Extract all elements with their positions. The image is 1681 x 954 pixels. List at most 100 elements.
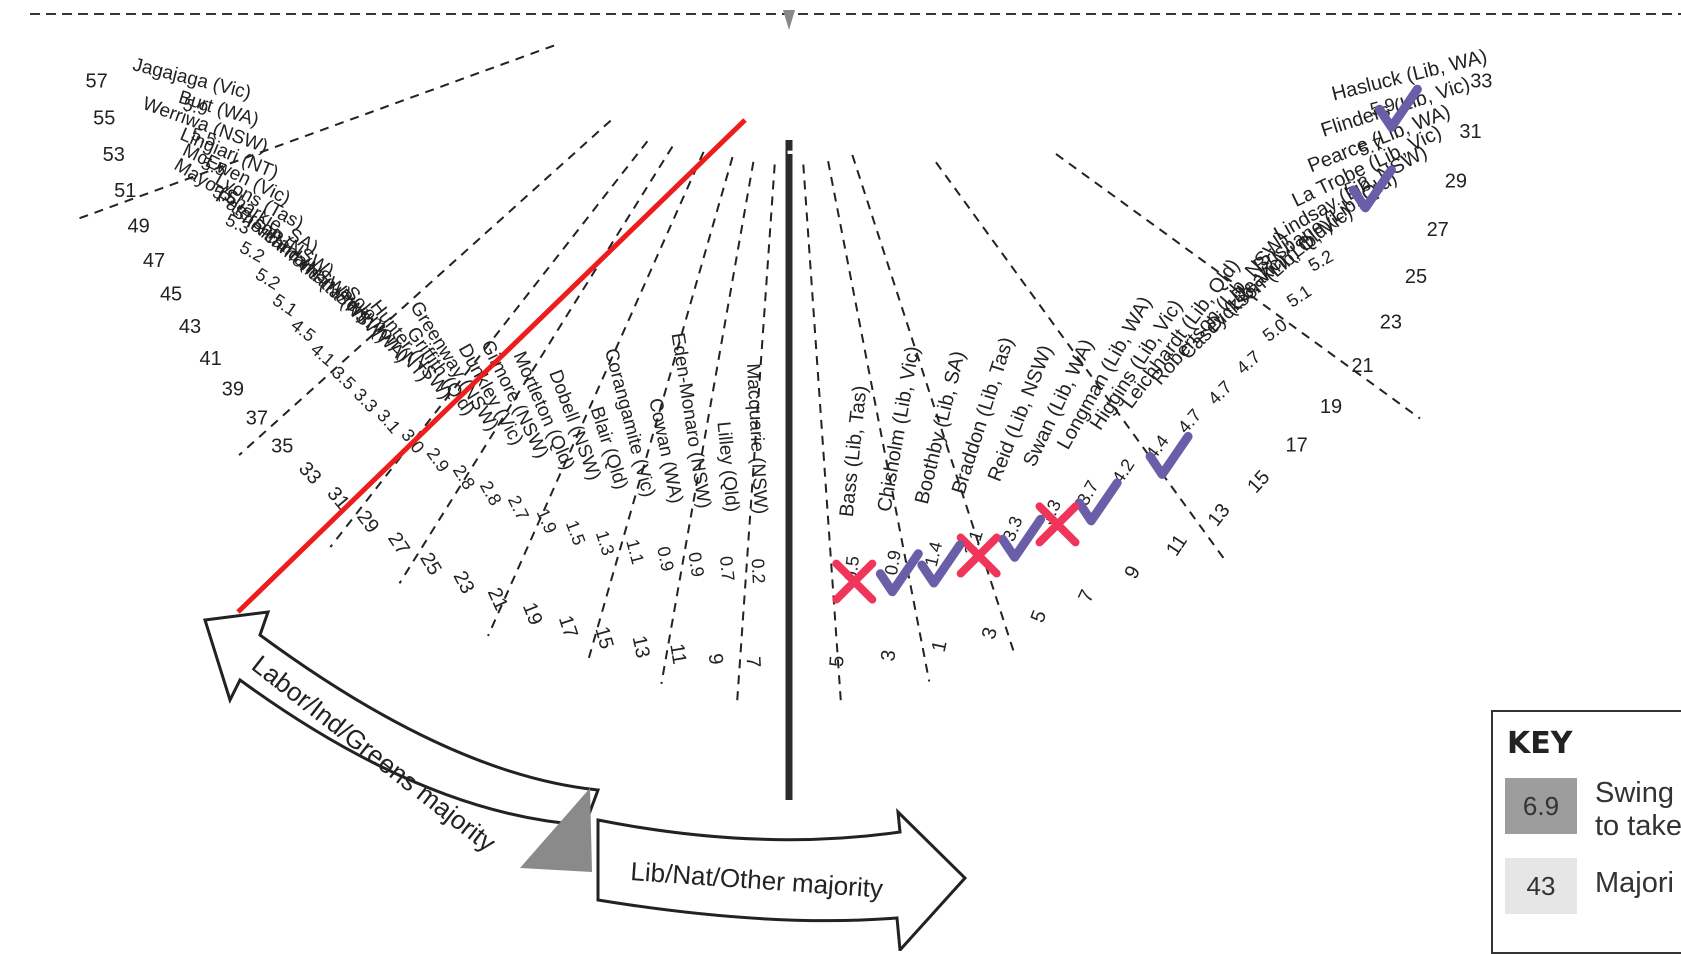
divider-line [74, 44, 555, 221]
divider-line [238, 119, 612, 456]
arrow-divider-wedge [520, 788, 592, 872]
seat-margin-right: 4.5 [287, 315, 319, 346]
majority-number-right: 33 [294, 458, 325, 489]
seat-name-right: Lilley (Qld) [712, 421, 742, 513]
divider-line [802, 164, 843, 707]
majority-number-left: 21 [1351, 355, 1373, 377]
seat-margin-right: 2.8 [449, 461, 479, 493]
tick-mark-icon [917, 540, 965, 588]
majority-number-right: 43 [179, 316, 201, 338]
seat-margin-right: 5.2 [252, 264, 284, 294]
seat-margin-right: 3.5 [328, 362, 360, 394]
seat-margin-right: 3.3 [350, 384, 382, 416]
tick-mark-icon [1145, 431, 1193, 479]
tick-mark-icon [1374, 84, 1422, 132]
majority-number-right: 49 [128, 215, 150, 237]
majority-number-right: 27 [383, 528, 414, 559]
ring-number-left: 3 [827, 111, 852, 157]
divider-line [736, 164, 776, 704]
tick-mark-icon [1348, 165, 1396, 213]
seat-name-left: Bass (Lib, Tas) [836, 385, 872, 518]
seat-name-right: Macquarie (NSW) [742, 363, 771, 515]
majority-number-right: 19 [518, 600, 547, 629]
majority-number-left: 11 [1162, 531, 1192, 560]
majority-number-right: 15 [590, 624, 617, 651]
divider-line [1055, 153, 1421, 420]
ring-number-right: 2 [735, 113, 760, 159]
seat-margin-left: 5.0 [1259, 315, 1291, 346]
ring-number-left: 4 [861, 95, 884, 136]
pendulum-dividers [30, 13, 1681, 800]
divider-line [827, 161, 931, 682]
ring-number-left: 2 [802, 116, 827, 162]
majority-number-right: 31 [322, 483, 353, 514]
divider-line [398, 146, 674, 584]
majority-number-left: 19 [1320, 396, 1342, 418]
ring-number-right: 6 [637, 48, 660, 89]
majority-number-left: 5 [826, 655, 849, 668]
majority-number-right: 55 [93, 107, 115, 129]
key-swing-label-line1: Swing [1595, 777, 1674, 809]
seat-margin-right: 1.5 [562, 518, 590, 548]
majority-number-right: 29 [352, 506, 383, 537]
right-arrow-shape [596, 808, 968, 951]
seat-margin-left: 5.1 [1283, 281, 1315, 311]
cross-mark-icon [1035, 502, 1080, 547]
majority-number-left: 13 [1204, 500, 1235, 531]
divider-line [851, 154, 1016, 655]
majority-number-right: 9 [704, 652, 727, 665]
tick-mark-icon [1074, 478, 1122, 526]
ring-number-right: 1 [764, 118, 789, 164]
key-swing-label: Swing to take [1595, 777, 1681, 843]
majority-number-right: 39 [222, 378, 244, 400]
divider-line [586, 156, 734, 662]
seat-margin-right: 0.2 [748, 558, 769, 584]
seat-margin-right: 4.1 [307, 339, 339, 370]
key-majority-label: Majori [1595, 867, 1674, 899]
majority-number-right: 17 [554, 613, 582, 641]
majority-number-right: 11 [665, 642, 690, 666]
needle-icon [783, 10, 795, 30]
seat-margin-right: 1.1 [622, 537, 648, 566]
prediction-marks [236, 84, 1422, 614]
majority-number-left: 3 [877, 649, 900, 663]
seat-margin-right: 0.7 [716, 555, 738, 582]
left-arrow-shape [203, 610, 601, 827]
ring-number-left: 6 [922, 43, 945, 84]
majority-number-left: 31 [1459, 121, 1481, 143]
key-title: KEY [1507, 726, 1573, 761]
majority-number-right: 35 [271, 436, 293, 458]
cross-mark-icon [832, 559, 877, 604]
divider-line [935, 161, 1228, 564]
tick-mark-icon [998, 514, 1046, 562]
majority-number-left: 1 [928, 639, 952, 655]
majority-number-right: 41 [199, 348, 221, 370]
seat-margin-left: 4.7 [1232, 347, 1264, 379]
majority-number-left: 29 [1445, 171, 1467, 193]
majority-number-right: 13 [628, 634, 654, 660]
majority-number-left: 5 [1027, 607, 1052, 625]
majority-number-right: 25 [415, 549, 445, 579]
majority-number-left: 27 [1427, 219, 1449, 241]
seat-margin-right: 0.9 [684, 551, 708, 579]
seat-margin-right: 3.1 [373, 405, 405, 437]
majority-number-right: 37 [246, 408, 268, 430]
ring-number-left: 5 [892, 74, 915, 115]
ring-number-left: 1 [783, 118, 808, 164]
majority-number-left: 3 [978, 625, 1002, 642]
majority-number-right: 45 [160, 284, 182, 306]
divider-line [660, 161, 755, 685]
seat-margin-right: 1.9 [533, 506, 561, 537]
ring-number-right: 5 [678, 86, 701, 127]
majority-number-left: 9 [1120, 562, 1145, 582]
majority-number-right: 23 [449, 567, 479, 597]
seat-margin-left: 4.7 [1204, 377, 1236, 409]
majority-number-left: 23 [1380, 312, 1402, 334]
seat-margin-right: 2.7 [504, 492, 533, 523]
majority-number-right: 57 [86, 70, 108, 92]
seat-margin-right: 0.9 [653, 545, 678, 574]
key-swing-swatch: 6.9 [1505, 778, 1577, 834]
